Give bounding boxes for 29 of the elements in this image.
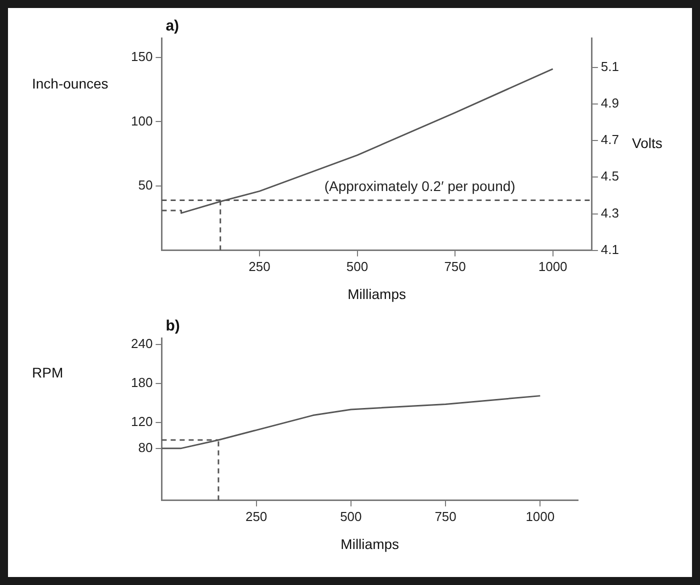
y2-tick-label: 4.3 [600,205,620,220]
y2-axis-title: Volts [632,135,662,152]
x-axis-title: Milliamps [340,536,400,552]
y-tick-label: 50 [138,178,153,193]
chart-title: a) [166,18,180,35]
x-tick-label: 500 [346,258,368,274]
y-tick-label: 240 [130,336,153,352]
y-axis-title: RPM [32,364,64,381]
chart-title: b) [166,318,180,335]
x-axis-title: Milliamps [348,286,406,302]
x-tick-label: 1000 [526,508,555,524]
y-tick-label: 80 [138,440,153,456]
x-tick-label: 750 [434,508,456,524]
y2-tick-label: 5.1 [600,58,620,74]
x-tick-label: 250 [245,508,268,524]
y2-tick-label: 4.1 [600,242,620,257]
y-tick-label: 120 [130,414,153,430]
y-axis-title: Inch-ounces [32,76,108,92]
x-tick-label: 250 [248,258,270,274]
ref-line-label: (Approximately 0.2′ per pound) [324,178,516,194]
y-tick-label: 180 [130,375,153,390]
x-tick-label: 500 [340,508,362,524]
x-tick-label: 1000 [538,258,568,274]
x-tick-label: 750 [444,258,466,274]
y-tick-label: 150 [130,48,153,64]
y-tick-label: 100 [130,113,153,128]
y2-tick-label: 4.7 [600,132,620,148]
y2-tick-label: 4.9 [600,95,620,110]
y2-tick-label: 4.5 [600,168,620,184]
